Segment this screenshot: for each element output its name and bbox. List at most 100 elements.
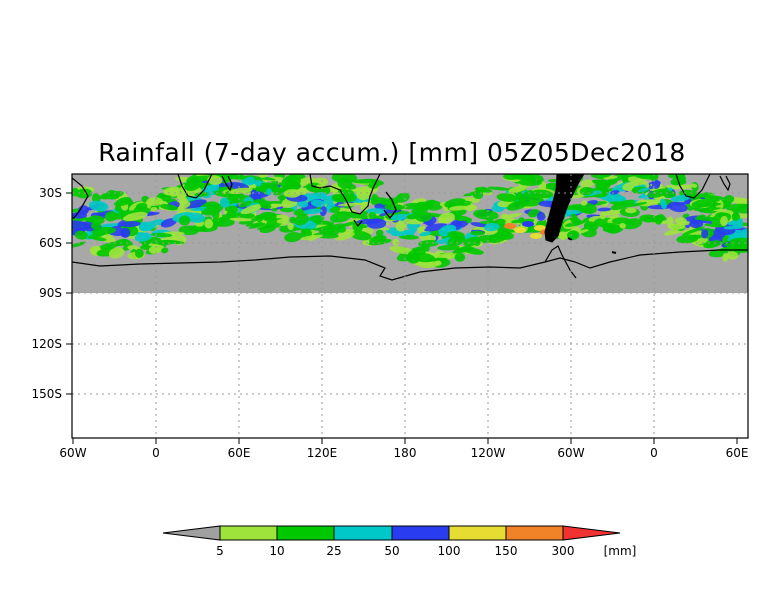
- rain-cell: [260, 203, 272, 209]
- antarctica-coastline: [72, 249, 748, 281]
- rain-cell: [625, 207, 637, 214]
- rain-cell: [740, 228, 748, 234]
- rain-cell: [392, 238, 400, 246]
- rain-cell: [463, 236, 481, 247]
- y-label-120s: 120S: [31, 337, 62, 351]
- rain-cell: [183, 199, 207, 209]
- x-label-180: 180: [394, 446, 417, 460]
- africa-coastline-right: [675, 174, 711, 199]
- rain-cell: [115, 196, 132, 207]
- legend-swatch-4: [391, 525, 450, 541]
- rain-cell: [368, 211, 377, 220]
- rain-cell: [254, 179, 262, 187]
- rain-cell: [723, 194, 735, 204]
- rain-cell: [150, 232, 173, 238]
- rain-cell: [531, 189, 554, 199]
- rain-cell: [447, 231, 465, 239]
- x-label-60w-2: 60W: [557, 446, 584, 460]
- rain-cell: [334, 231, 355, 241]
- rain-cell: [281, 177, 298, 188]
- rain-cell: [331, 194, 344, 203]
- rain-cell: [91, 226, 117, 236]
- rain-cell: [391, 229, 417, 237]
- rain-cell: [327, 223, 346, 230]
- rain-cell: [411, 252, 436, 263]
- rain-cell: [562, 209, 582, 215]
- legend-swatch-5: [448, 525, 507, 541]
- rain-cell: [284, 232, 302, 243]
- rain-cell: [366, 218, 387, 229]
- rain-cell: [580, 179, 595, 188]
- rain-cell: [331, 174, 358, 183]
- x-axis-ticks: [72, 438, 738, 444]
- plot-frame: [71, 173, 749, 439]
- rain-cell: [309, 215, 325, 223]
- rain-cell: [633, 181, 644, 186]
- rain-cell: [453, 210, 463, 220]
- legend-left-arrow: [162, 525, 221, 541]
- rain-cell: [371, 234, 387, 243]
- y-label-30s: 30S: [39, 186, 62, 200]
- rain-cell: [202, 203, 224, 216]
- rain-cell: [506, 199, 529, 211]
- rain-cell: [518, 178, 543, 186]
- madagascar-coastline-repeat: [719, 175, 731, 192]
- heavy-rain-cell: [522, 221, 534, 227]
- rain-cell: [726, 251, 739, 260]
- rain-cell: [92, 237, 107, 242]
- rain-cell: [511, 219, 522, 224]
- rain-cell: [287, 222, 294, 231]
- rain-cell: [294, 214, 309, 226]
- rain-cell: [303, 208, 323, 215]
- rain-cell: [243, 176, 256, 186]
- rain-cell: [423, 223, 448, 232]
- rain-cell: [184, 178, 202, 192]
- rain-cell: [134, 248, 144, 258]
- rain-cell: [681, 226, 706, 236]
- x-label-120e: 120E: [307, 446, 338, 460]
- rain-cell: [496, 193, 518, 202]
- heavy-rain-cell: [514, 227, 526, 233]
- rain-cell: [122, 211, 148, 222]
- rain-cell: [619, 222, 626, 229]
- rain-cell: [250, 189, 259, 201]
- legend-swatch-6: [505, 525, 564, 541]
- rain-cell: [415, 211, 433, 222]
- rain-cell: [389, 246, 415, 255]
- rain-cell: [569, 213, 578, 223]
- rain-cell: [725, 203, 748, 211]
- rain-cell: [229, 217, 252, 222]
- rain-cell: [508, 185, 528, 193]
- x-label-60e-2: 60E: [726, 446, 749, 460]
- legend-label-5: 5: [216, 544, 224, 558]
- rain-cell: [691, 199, 713, 208]
- rain-cell: [238, 200, 253, 208]
- africa-coastline-left: [177, 174, 213, 199]
- rain-cell: [667, 201, 688, 213]
- rain-cell: [453, 247, 473, 254]
- rain-cell: [329, 211, 352, 223]
- rain-cell: [670, 194, 691, 202]
- rain-cell: [567, 230, 580, 241]
- rain-cell: [702, 194, 726, 200]
- rain-cell: [637, 187, 650, 193]
- rain-cell: [271, 208, 278, 212]
- australia-coastline: [309, 174, 381, 215]
- rain-cell: [211, 217, 235, 227]
- rain-cell: [418, 239, 440, 247]
- rain-cell: [245, 223, 254, 227]
- rain-cell: [98, 241, 123, 250]
- rain-cell: [75, 230, 88, 240]
- rain-cell: [351, 179, 377, 184]
- rain-cell: [690, 183, 698, 188]
- rain-cell: [628, 202, 647, 207]
- rain-cell: [72, 241, 87, 248]
- rain-cell: [120, 221, 141, 228]
- rain-cell: [621, 178, 629, 182]
- rain-cell: [720, 215, 728, 227]
- rain-cell: [207, 175, 223, 185]
- rain-cell: [682, 213, 690, 219]
- rain-cell: [314, 220, 335, 225]
- rain-cell: [230, 212, 256, 220]
- rain-cell: [176, 191, 187, 200]
